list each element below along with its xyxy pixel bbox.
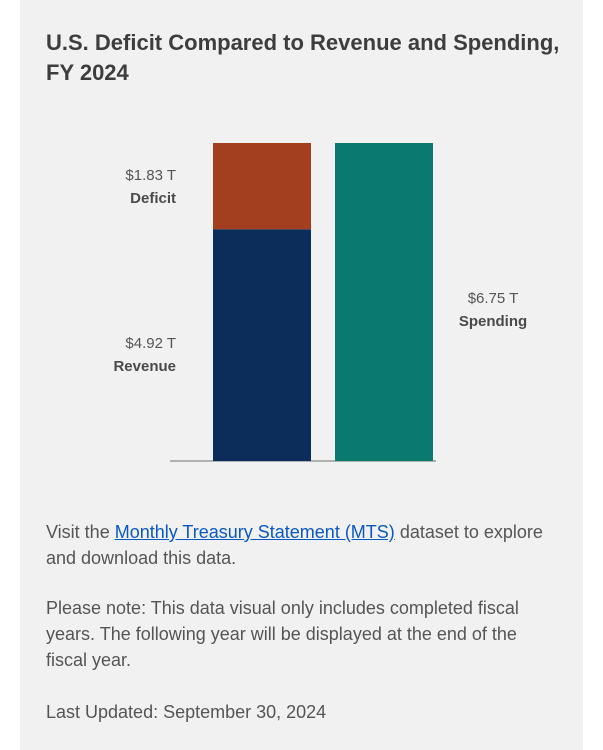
note-text: Please note: This data visual only inclu… (46, 598, 519, 670)
mts-dataset-link[interactable]: Monthly Treasury Statement (MTS) (114, 522, 395, 542)
visit-text-before: Visit the (46, 522, 115, 542)
revenue-value-label: $4.92 T (125, 335, 176, 352)
bar-revenue (213, 229, 311, 461)
last-updated-text: Last Updated: September 30, 2024 (46, 702, 327, 722)
visit-text-after: dataset to explore and download this dat… (46, 522, 543, 568)
deficit-value-label: $1.83 T (125, 167, 176, 184)
deficit-name-label: Deficit (130, 190, 176, 207)
bar-deficit (213, 143, 311, 230)
deficit-chart: $1.83 T Deficit $4.92 T Revenue $6.75 T … (113, 143, 527, 462)
spending-value-label: $6.75 T (468, 290, 519, 307)
spending-name-label: Spending (459, 313, 527, 330)
visit-text: Visit the Monthly Treasury Statement (MT… (46, 519, 551, 571)
bar-spending (335, 143, 433, 461)
revenue-name-label: Revenue (113, 358, 176, 375)
chart-card: U.S. Deficit Compared to Revenue and Spe… (20, 0, 583, 750)
chart-title: U.S. Deficit Compared to Revenue and Spe… (46, 30, 560, 85)
